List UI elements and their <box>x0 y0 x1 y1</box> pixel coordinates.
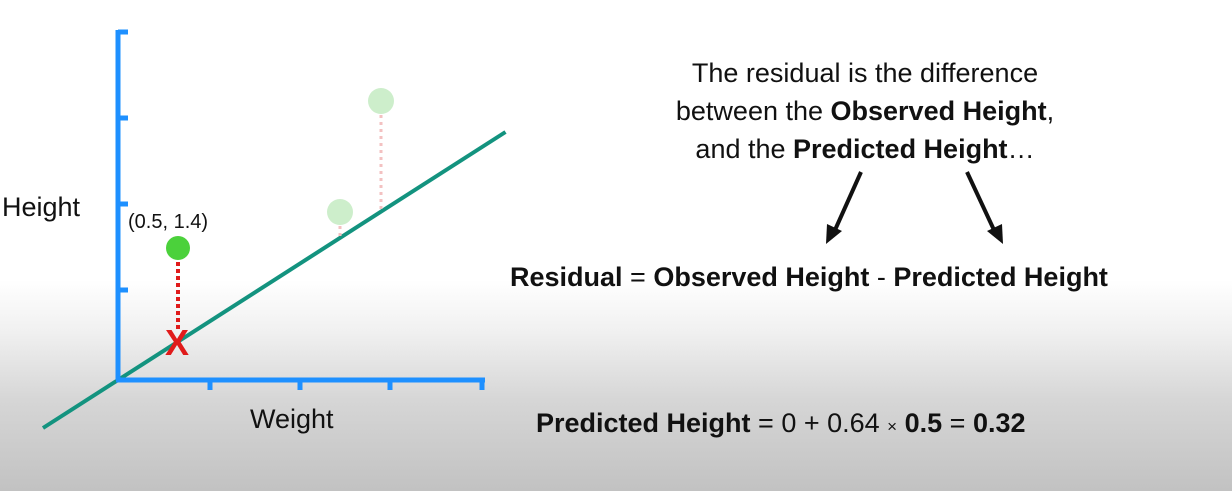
formula-observed-height: Observed Height <box>653 262 870 292</box>
predicted-height-term: Predicted Height <box>793 134 1008 164</box>
explanation-line-2: between the Observed Height, <box>560 92 1170 130</box>
explanation-text: … <box>1007 134 1035 164</box>
pointer-arrows <box>826 171 1003 244</box>
explanation-text: , <box>1046 96 1055 126</box>
explanation-line-3: and the Predicted Height… <box>560 130 1170 168</box>
arrow-left-shaft <box>833 171 863 231</box>
residual-explanation: The residual is the difference between t… <box>560 54 1170 168</box>
formula-equals: = <box>622 262 654 292</box>
formula-space <box>897 408 905 438</box>
explanation-text: and the <box>695 134 794 164</box>
y-axis-label: Height <box>2 192 81 222</box>
point-coordinate-label: (0.5, 1.4) <box>128 211 208 233</box>
arrow-right-head <box>987 224 1003 244</box>
explanation-line-1: The residual is the difference <box>691 58 1039 88</box>
formula-coefficients: = 0 + 0.64 <box>750 408 888 438</box>
formula-residual: Residual <box>510 262 623 292</box>
arrow-left-head <box>826 224 842 244</box>
arrow-right-shaft <box>965 171 996 231</box>
formula-predicted-height-label: Predicted Height <box>536 408 751 438</box>
axis-ticks <box>118 29 485 390</box>
observed-height-term: Observed Height <box>830 96 1047 126</box>
formula-equals: = <box>942 408 973 438</box>
formula-predicted-height: Predicted Height <box>893 262 1108 292</box>
formula-times: × <box>887 417 898 436</box>
x-axis-label: Weight <box>250 404 334 434</box>
formula-result: 0.32 <box>972 408 1026 438</box>
regression-line <box>41 130 507 430</box>
explanation-text: between the <box>675 96 831 126</box>
observed-data-point <box>166 236 190 260</box>
formula-weight-value: 0.5 <box>904 408 943 438</box>
predicted-height-formula: Predicted Height = 0 + 0.64 × 0.5 = 0.32 <box>536 408 1026 439</box>
faded-data-point <box>327 199 353 225</box>
residual-formula: Residual = Observed Height - Predicted H… <box>510 262 1108 293</box>
formula-minus: - <box>869 262 894 292</box>
predicted-point-marker: X <box>165 322 189 363</box>
faded-data-point <box>368 88 394 114</box>
